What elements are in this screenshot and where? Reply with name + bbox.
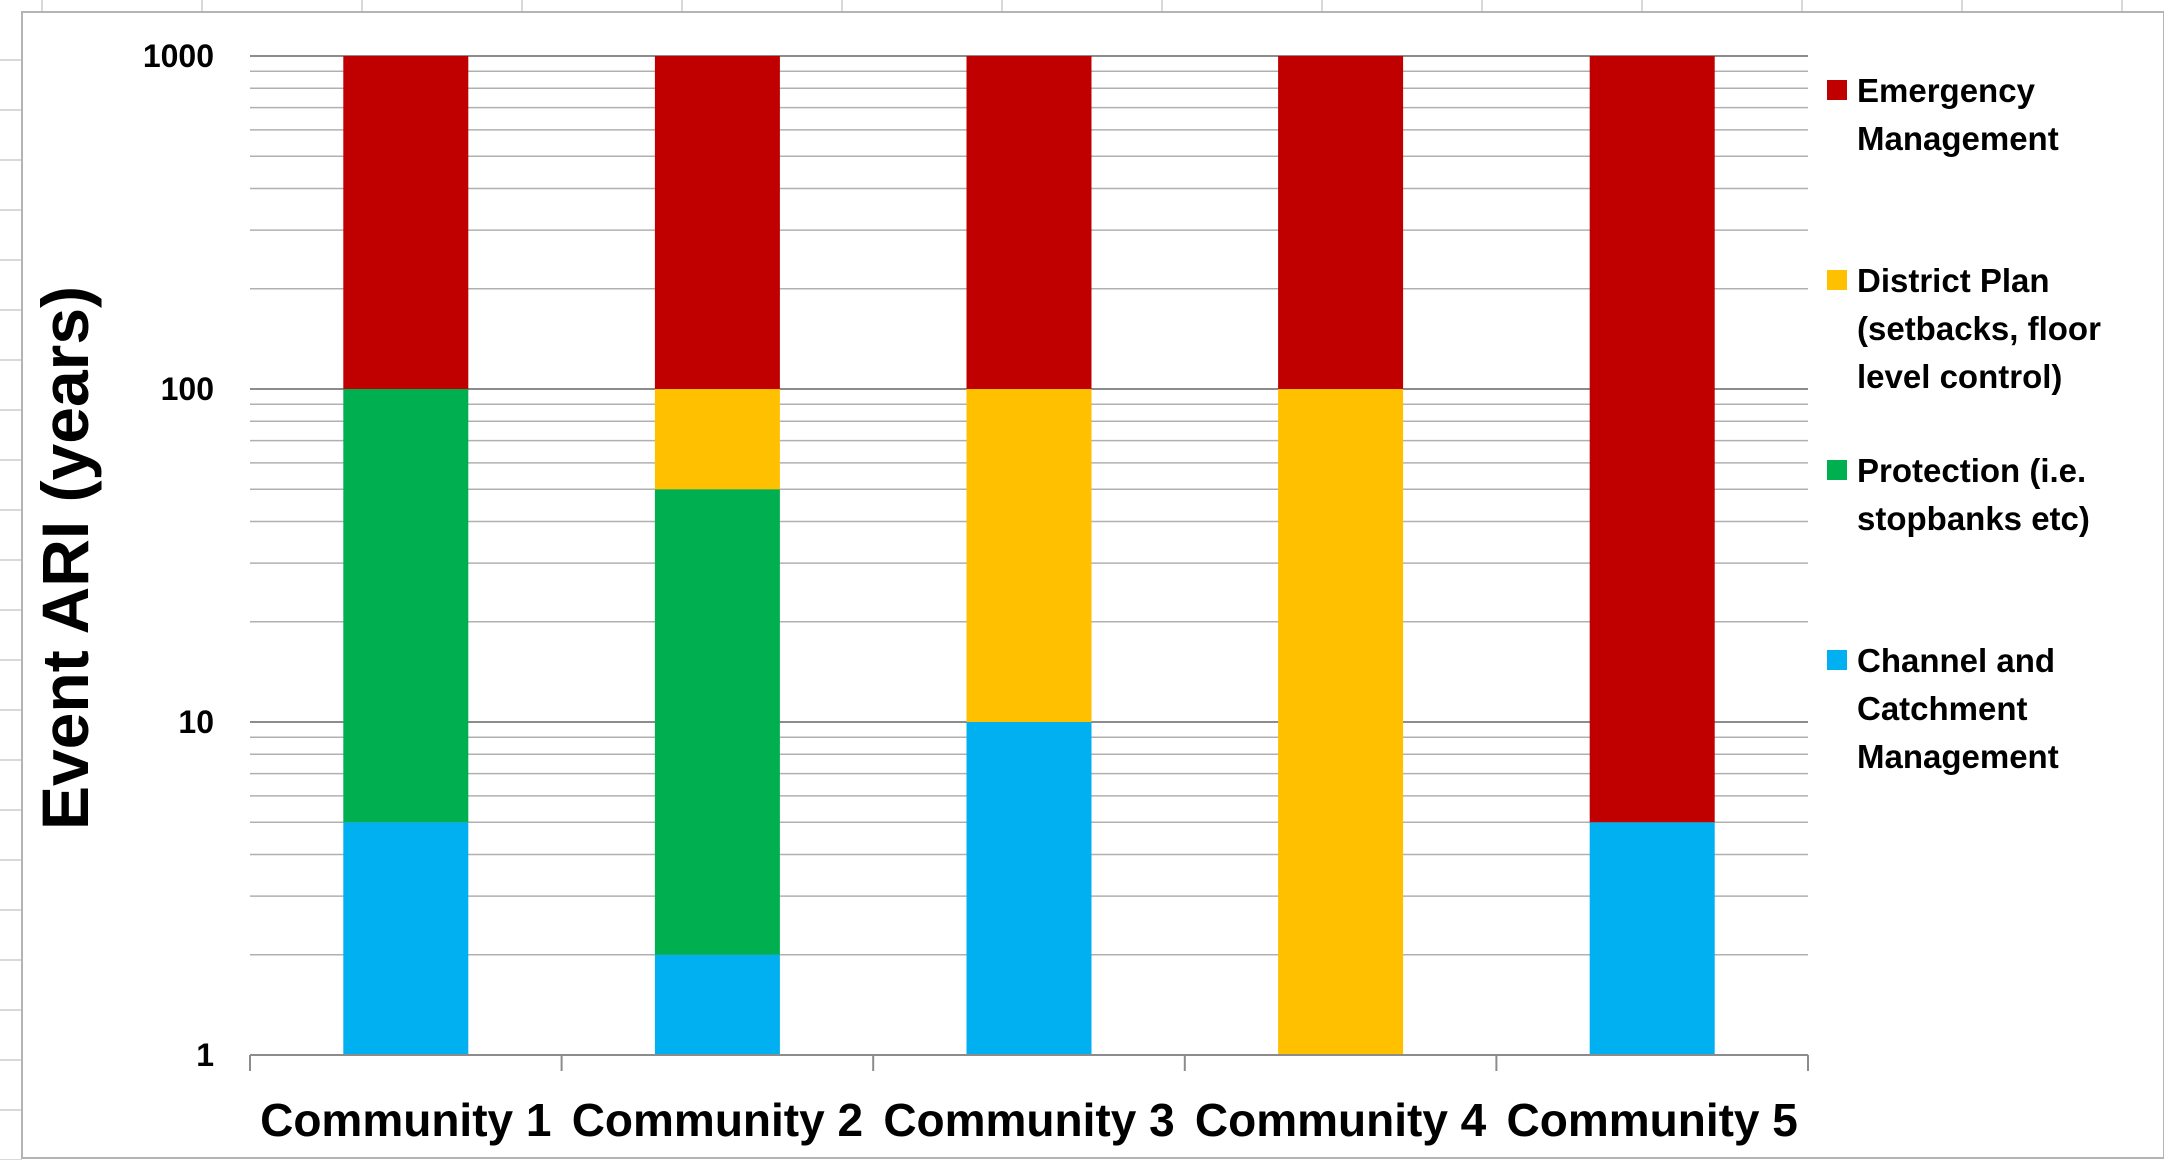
x-tick-label: Community 5: [1507, 1094, 1798, 1146]
legend-label: level control): [1857, 358, 2062, 395]
x-tick-label: Community 4: [1195, 1094, 1487, 1146]
legend-swatch: [1827, 650, 1847, 670]
bar-segment: [966, 56, 1092, 389]
legend-label: stopbanks etc): [1857, 500, 2090, 537]
legend: Emergency Management District Plan (setback…: [1827, 72, 2101, 775]
bar-segment: [966, 389, 1092, 722]
bar-segment: [1589, 56, 1715, 823]
legend-item: Channel and Catchment Management: [1827, 642, 2059, 775]
y-axis-label: Event ARI (years): [28, 286, 102, 830]
x-tick-label: Community 1: [260, 1094, 551, 1146]
x-tick-labels: Community 1 Community 2 Community 3 Communi…: [260, 1094, 1798, 1146]
legend-label: (setbacks, floor: [1857, 310, 2101, 347]
bar-segment: [654, 56, 780, 389]
bar-segment: [966, 722, 1092, 1055]
legend-swatch: [1827, 80, 1847, 100]
x-tick-label: Community 2: [572, 1094, 863, 1146]
y-tick-labels: 1 10 100 1000: [143, 38, 214, 1073]
legend-label: Emergency: [1857, 72, 2036, 109]
legend-swatch: [1827, 460, 1847, 480]
legend-label: Management: [1857, 738, 2059, 775]
bars: [343, 56, 1715, 1055]
legend-label: Catchment: [1857, 690, 2028, 727]
legend-label: Channel and: [1857, 642, 2055, 679]
y-tick-label: 100: [161, 371, 214, 407]
y-tick-label: 1: [196, 1037, 214, 1073]
legend-label: Management: [1857, 120, 2059, 157]
y-tick-label: 10: [178, 704, 214, 740]
bar-segment: [654, 489, 780, 955]
bar-segment: [1278, 56, 1404, 389]
bar-segment: [343, 822, 469, 1055]
x-tick-label: Community 3: [883, 1094, 1174, 1146]
legend-item: Emergency Management: [1827, 72, 2059, 157]
bar-segment: [343, 56, 469, 389]
bar-segment: [654, 389, 780, 490]
legend-label: Protection (i.e.: [1857, 452, 2086, 489]
axes: [249, 1054, 1809, 1071]
bar-segment: [1589, 822, 1715, 1055]
legend-item: Protection (i.e. stopbanks etc): [1827, 452, 2090, 537]
bar-segment: [343, 389, 469, 823]
y-tick-label: 1000: [143, 38, 214, 74]
bar-segment: [1278, 389, 1404, 1055]
legend-item: District Plan (setbacks, floor level contr…: [1827, 262, 2101, 395]
legend-swatch: [1827, 270, 1847, 290]
bar-segment: [654, 954, 780, 1055]
legend-label: District Plan: [1857, 262, 2050, 299]
